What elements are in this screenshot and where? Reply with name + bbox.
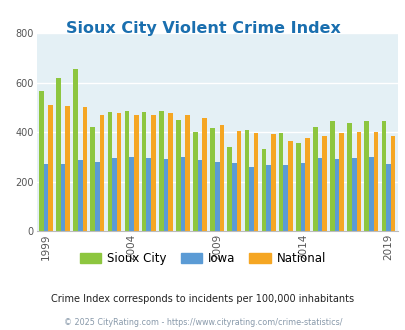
Bar xyxy=(373,132,377,231)
Bar xyxy=(95,162,99,231)
Bar xyxy=(141,112,146,231)
Bar xyxy=(305,138,309,231)
Bar xyxy=(82,107,87,231)
Bar xyxy=(112,158,117,231)
Bar xyxy=(227,147,231,231)
Bar xyxy=(117,114,121,231)
Bar xyxy=(151,115,155,231)
Bar xyxy=(168,114,173,231)
Bar xyxy=(210,128,214,231)
Bar xyxy=(261,149,266,231)
Bar xyxy=(146,158,151,231)
Text: Crime Index corresponds to incidents per 100,000 inhabitants: Crime Index corresponds to incidents per… xyxy=(51,294,354,304)
Bar xyxy=(364,121,368,231)
Bar xyxy=(185,115,190,231)
Text: Sioux City Violent Crime Index: Sioux City Violent Crime Index xyxy=(65,21,340,36)
Bar xyxy=(73,69,78,231)
Bar xyxy=(44,164,48,231)
Bar xyxy=(180,157,185,231)
Bar xyxy=(390,136,394,231)
Bar xyxy=(300,163,305,231)
Bar xyxy=(231,163,236,231)
Bar xyxy=(236,131,241,231)
Bar xyxy=(283,165,287,231)
Bar xyxy=(158,111,163,231)
Bar xyxy=(346,123,351,231)
Bar xyxy=(39,91,44,231)
Bar xyxy=(266,165,270,231)
Bar xyxy=(176,120,180,231)
Bar xyxy=(48,105,53,231)
Bar xyxy=(249,167,253,231)
Bar xyxy=(368,157,373,231)
Bar xyxy=(202,118,207,231)
Bar xyxy=(322,136,326,231)
Text: © 2025 CityRating.com - https://www.cityrating.com/crime-statistics/: © 2025 CityRating.com - https://www.city… xyxy=(64,318,341,327)
Bar xyxy=(197,160,202,231)
Bar xyxy=(78,160,82,231)
Bar xyxy=(253,133,258,231)
Bar xyxy=(356,132,360,231)
Legend: Sioux City, Iowa, National: Sioux City, Iowa, National xyxy=(75,247,330,270)
Bar xyxy=(219,125,224,231)
Bar xyxy=(134,115,138,231)
Bar xyxy=(270,135,275,231)
Bar xyxy=(61,164,65,231)
Bar xyxy=(351,158,356,231)
Bar xyxy=(278,133,283,231)
Bar xyxy=(295,143,300,231)
Bar xyxy=(381,121,385,231)
Bar xyxy=(163,159,168,231)
Bar xyxy=(244,130,249,231)
Bar xyxy=(129,157,134,231)
Bar xyxy=(317,158,322,231)
Bar xyxy=(193,132,197,231)
Bar xyxy=(287,141,292,231)
Bar xyxy=(329,121,334,231)
Bar xyxy=(90,127,95,231)
Bar xyxy=(312,127,317,231)
Bar xyxy=(65,106,70,231)
Bar xyxy=(339,133,343,231)
Bar xyxy=(214,162,219,231)
Bar xyxy=(385,164,390,231)
Bar xyxy=(334,159,339,231)
Bar xyxy=(107,112,112,231)
Bar xyxy=(99,115,104,231)
Bar xyxy=(56,78,61,231)
Bar xyxy=(124,111,129,231)
